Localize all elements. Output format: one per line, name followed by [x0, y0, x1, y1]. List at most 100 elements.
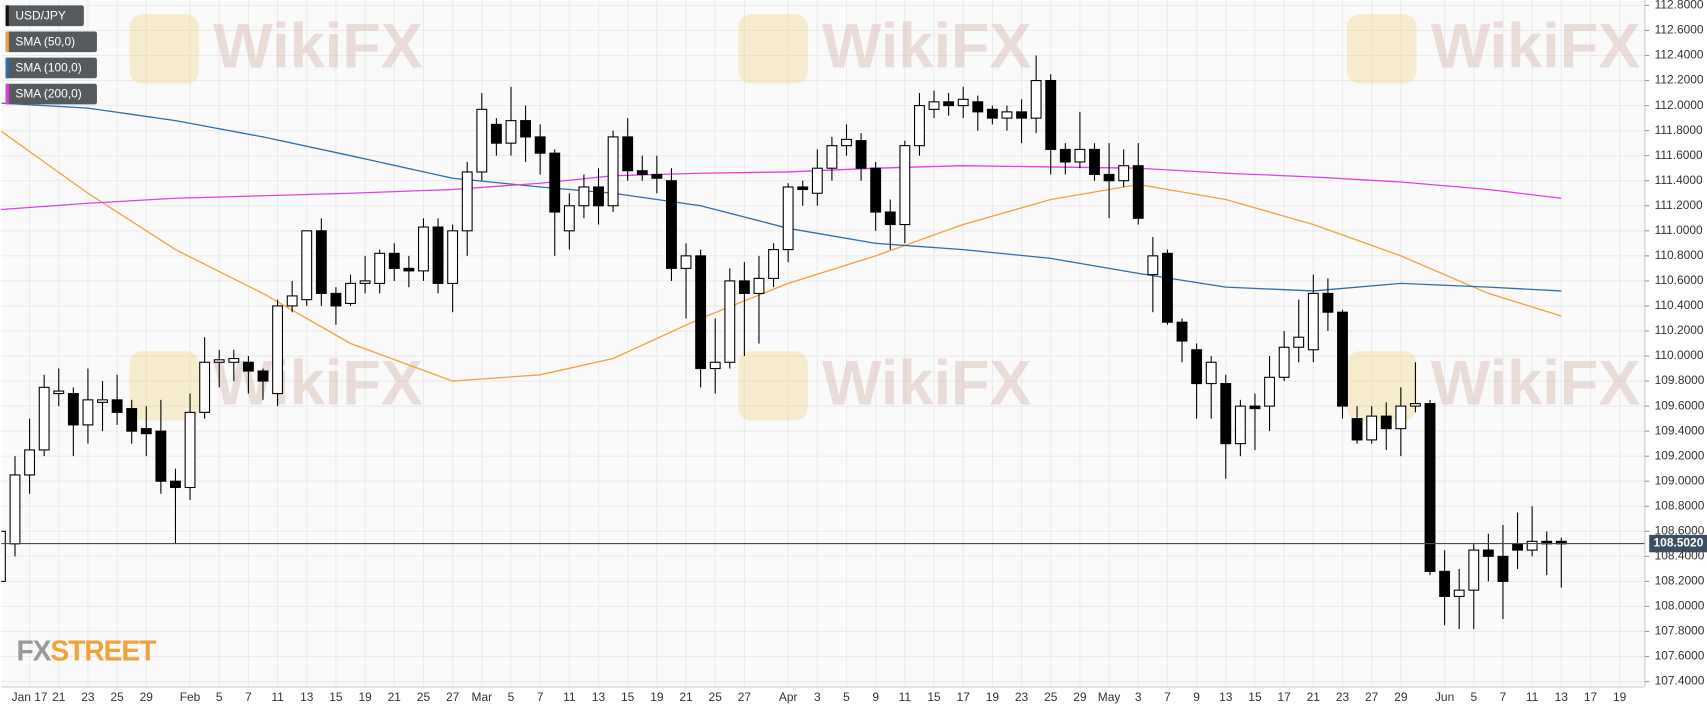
x-tick-label: 19	[650, 690, 664, 704]
y-tick-label: 110.8000	[1655, 248, 1704, 262]
x-tick-label: 27	[446, 690, 460, 704]
candle-body	[622, 136, 634, 172]
y-tick-label: 112.8000	[1655, 0, 1704, 12]
candle-body	[1409, 403, 1421, 407]
x-tick-label: 11	[563, 690, 576, 704]
candle-body	[1512, 543, 1523, 551]
candle-body	[724, 280, 736, 363]
legend-label: SMA (200,0)	[15, 87, 81, 101]
candle-body	[666, 180, 677, 269]
candle-body	[1089, 148, 1100, 176]
candle-body	[1264, 376, 1275, 407]
x-tick-label: 21	[52, 690, 66, 704]
y-tick-label: 110.4000	[1655, 298, 1704, 312]
x-tick-label: 13	[592, 690, 606, 704]
legend: USD/JPY SMA (50,0) SMA (100,0) SMA (200,0)	[5, 5, 97, 105]
watermark: WikiFX	[213, 12, 423, 82]
last-price-box	[1649, 534, 1707, 553]
watermark-icon	[738, 14, 808, 84]
candle-body	[768, 249, 779, 279]
y-tick-label: 112.6000	[1655, 23, 1704, 37]
x-tick-label: 21	[679, 690, 693, 704]
candle-body	[1249, 405, 1261, 410]
sma-line	[1, 165, 1562, 211]
x-tick-label: 25	[1044, 690, 1058, 704]
candle-body	[184, 411, 196, 489]
x-tick-label: 21	[1307, 690, 1321, 704]
candle-body	[374, 252, 386, 284]
candle-body	[257, 370, 269, 382]
candle-body	[534, 136, 546, 154]
candle-body	[67, 393, 79, 426]
x-tick-label: Jan 17	[12, 690, 48, 704]
y-tick-label: 112.2000	[1655, 73, 1704, 87]
x-tick-label: 11	[1526, 690, 1539, 704]
candle-body	[140, 428, 152, 435]
x-tick-label: 25	[110, 690, 124, 704]
candle-body	[199, 361, 211, 413]
candle-body	[520, 120, 532, 138]
candle-body	[1234, 405, 1246, 445]
watermark: WikiFX	[822, 12, 1032, 82]
x-tick-label: 23	[1015, 690, 1029, 704]
x-tick-label: 21	[388, 690, 402, 704]
y-tick-label: 107.4000	[1655, 674, 1705, 688]
x-tick-label: 11	[271, 690, 284, 704]
candle-body	[899, 145, 911, 226]
candle-body	[797, 186, 809, 191]
candle-body	[315, 230, 327, 294]
last-price-label: 108.5020	[1654, 536, 1704, 550]
candle-body	[636, 170, 648, 176]
candle-body	[855, 140, 867, 169]
x-tick-label: 25	[417, 690, 431, 704]
candle-body	[228, 357, 240, 363]
candle-body	[24, 449, 36, 476]
x-tick-label: 15	[329, 690, 343, 704]
x-tick-label: 23	[81, 690, 95, 704]
y-tick-label: 111.8000	[1655, 123, 1703, 137]
y-tick-label: 109.8000	[1655, 373, 1705, 387]
x-tick-label: 11	[899, 690, 912, 704]
x-tick-label: 7	[245, 690, 252, 704]
x-tick-label: 9	[1193, 690, 1200, 704]
candle-body	[782, 186, 794, 251]
candle-body	[272, 305, 284, 395]
legend-swatch	[5, 57, 9, 79]
x-tick-label: 13	[1219, 690, 1233, 704]
candle-body	[242, 361, 254, 372]
x-tick-label: 9	[872, 690, 879, 704]
watermark-icon	[129, 351, 200, 421]
x-tick-label: 19	[358, 690, 372, 704]
candle-body	[38, 386, 50, 451]
candle-body	[986, 108, 998, 119]
candle-body	[53, 390, 65, 395]
x-tick-label: 15	[1248, 690, 1262, 704]
candle-body	[490, 123, 502, 144]
legend-label: USD/JPY	[15, 8, 65, 22]
candle-body	[170, 480, 181, 489]
x-tick-label: Mar	[472, 690, 493, 704]
candle-body	[476, 108, 488, 173]
logo-street: STREET	[50, 635, 156, 667]
x-tick-label: 19	[986, 690, 1000, 704]
candle-body	[1030, 80, 1042, 119]
watermark: WikiFX	[1431, 349, 1641, 419]
plot-area	[1, 0, 1645, 687]
x-tick-label: 17	[1277, 690, 1291, 704]
watermark-icon	[1347, 351, 1417, 421]
candle-body	[330, 292, 342, 307]
x-tick-label: 5	[1470, 690, 1477, 704]
y-tick-label: 111.4000	[1655, 173, 1703, 187]
legend-box	[5, 57, 97, 79]
x-tick-label: Feb	[180, 690, 201, 704]
candle-body	[1176, 321, 1188, 342]
candle-body	[914, 105, 925, 147]
y-tick-label: 108.6000	[1655, 523, 1705, 537]
x-tick-label: 19	[1613, 690, 1627, 704]
y-tick-label: 111.0000	[1655, 223, 1703, 237]
candle-body	[884, 211, 896, 226]
candle-body	[447, 230, 459, 284]
candle-body	[126, 408, 138, 432]
